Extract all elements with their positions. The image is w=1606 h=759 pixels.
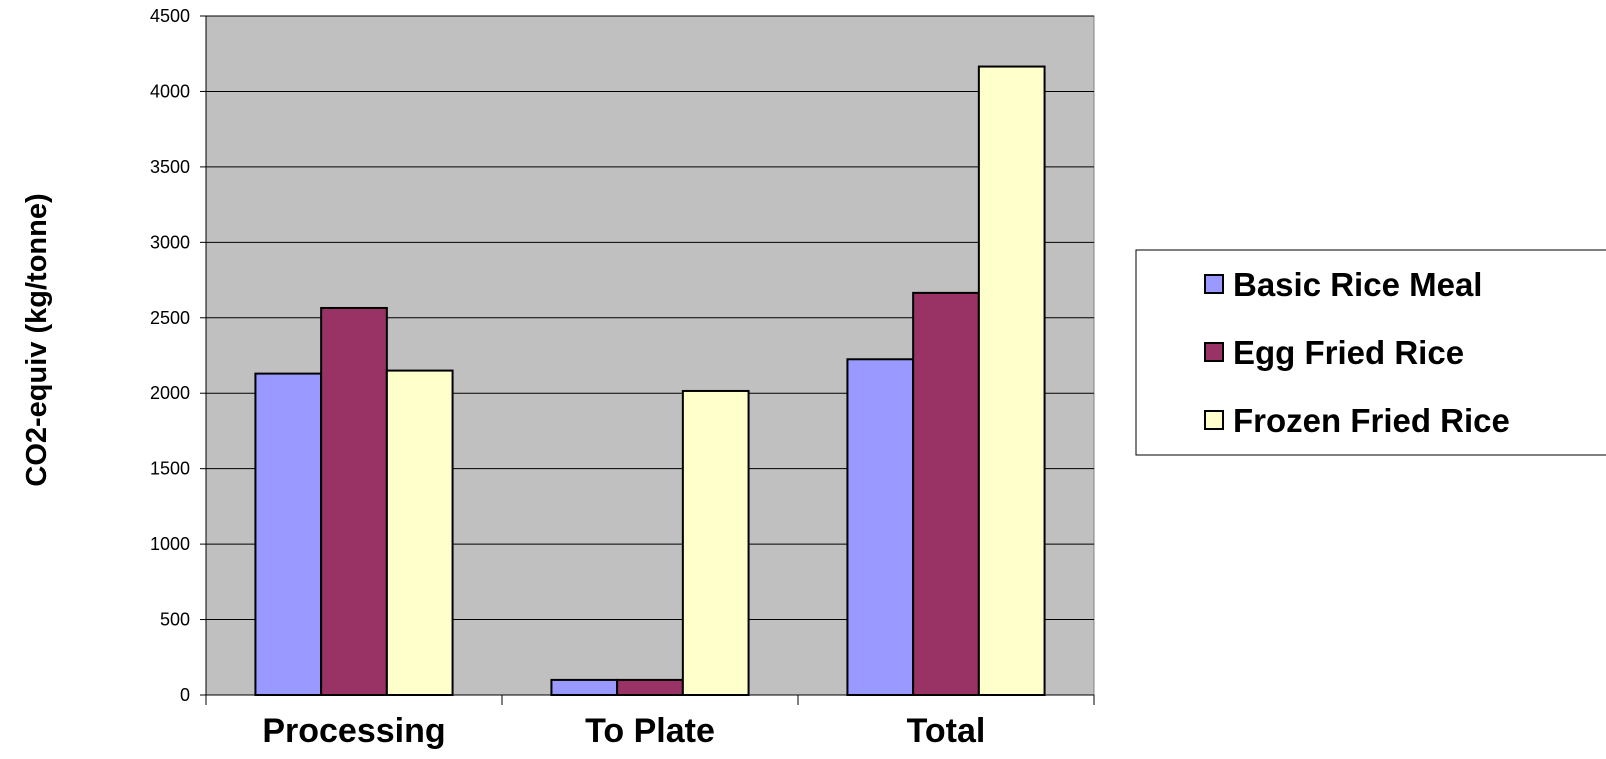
bars — [254, 65, 1046, 697]
bar-egg-fried-rice-total — [912, 291, 980, 696]
bar-egg-fried-rice-to-plate — [616, 678, 684, 697]
legend: Basic Rice Meal Egg Fried Rice Frozen Frie… — [1135, 249, 1606, 456]
y-tick-label: 3500 — [150, 157, 190, 177]
bar-frozen-fried-rice-to-plate — [681, 389, 750, 696]
legend-label: Frozen Fried Rice — [1233, 402, 1510, 439]
y-tick-label: 3000 — [150, 232, 190, 252]
y-tick-label: 1000 — [150, 534, 190, 554]
bar-basic-rice-meal-to-plate — [550, 678, 619, 697]
x-tick-label: Processing — [262, 712, 445, 750]
y-tick-label: 0 — [180, 685, 190, 705]
x-tick-label: Total — [907, 712, 986, 750]
y-tick-label: 2000 — [150, 383, 190, 403]
legend-swatch — [1204, 274, 1224, 294]
y-axis-label: CO2-equiv (kg/tonne) — [21, 193, 53, 486]
y-tick-label: 4000 — [150, 81, 190, 101]
bar-egg-fried-rice-processing — [320, 306, 388, 696]
y-tick-labels: 0 500 1000 1500 2000 2500 3000 3500 4000 4500 — [150, 6, 190, 705]
legend-swatch — [1204, 342, 1224, 362]
legend-swatch — [1204, 410, 1224, 430]
bar-basic-rice-meal-total — [846, 358, 915, 696]
y-tick-label: 4500 — [150, 6, 190, 26]
bar-basic-rice-meal-processing — [254, 372, 323, 696]
legend-label: Basic Rice Meal — [1233, 266, 1482, 303]
axes — [200, 15, 1095, 705]
bar-frozen-fried-rice-processing — [385, 369, 454, 696]
y-tick-label: 500 — [160, 610, 190, 630]
x-tick-label: To Plate — [585, 712, 715, 750]
legend-label: Egg Fried Rice — [1233, 334, 1464, 371]
y-tick-label: 2500 — [150, 308, 190, 328]
x-tick-labels: Processing To Plate Total — [262, 712, 985, 750]
y-tick-label: 1500 — [150, 459, 190, 479]
bar-frozen-fried-rice-total — [977, 65, 1046, 696]
